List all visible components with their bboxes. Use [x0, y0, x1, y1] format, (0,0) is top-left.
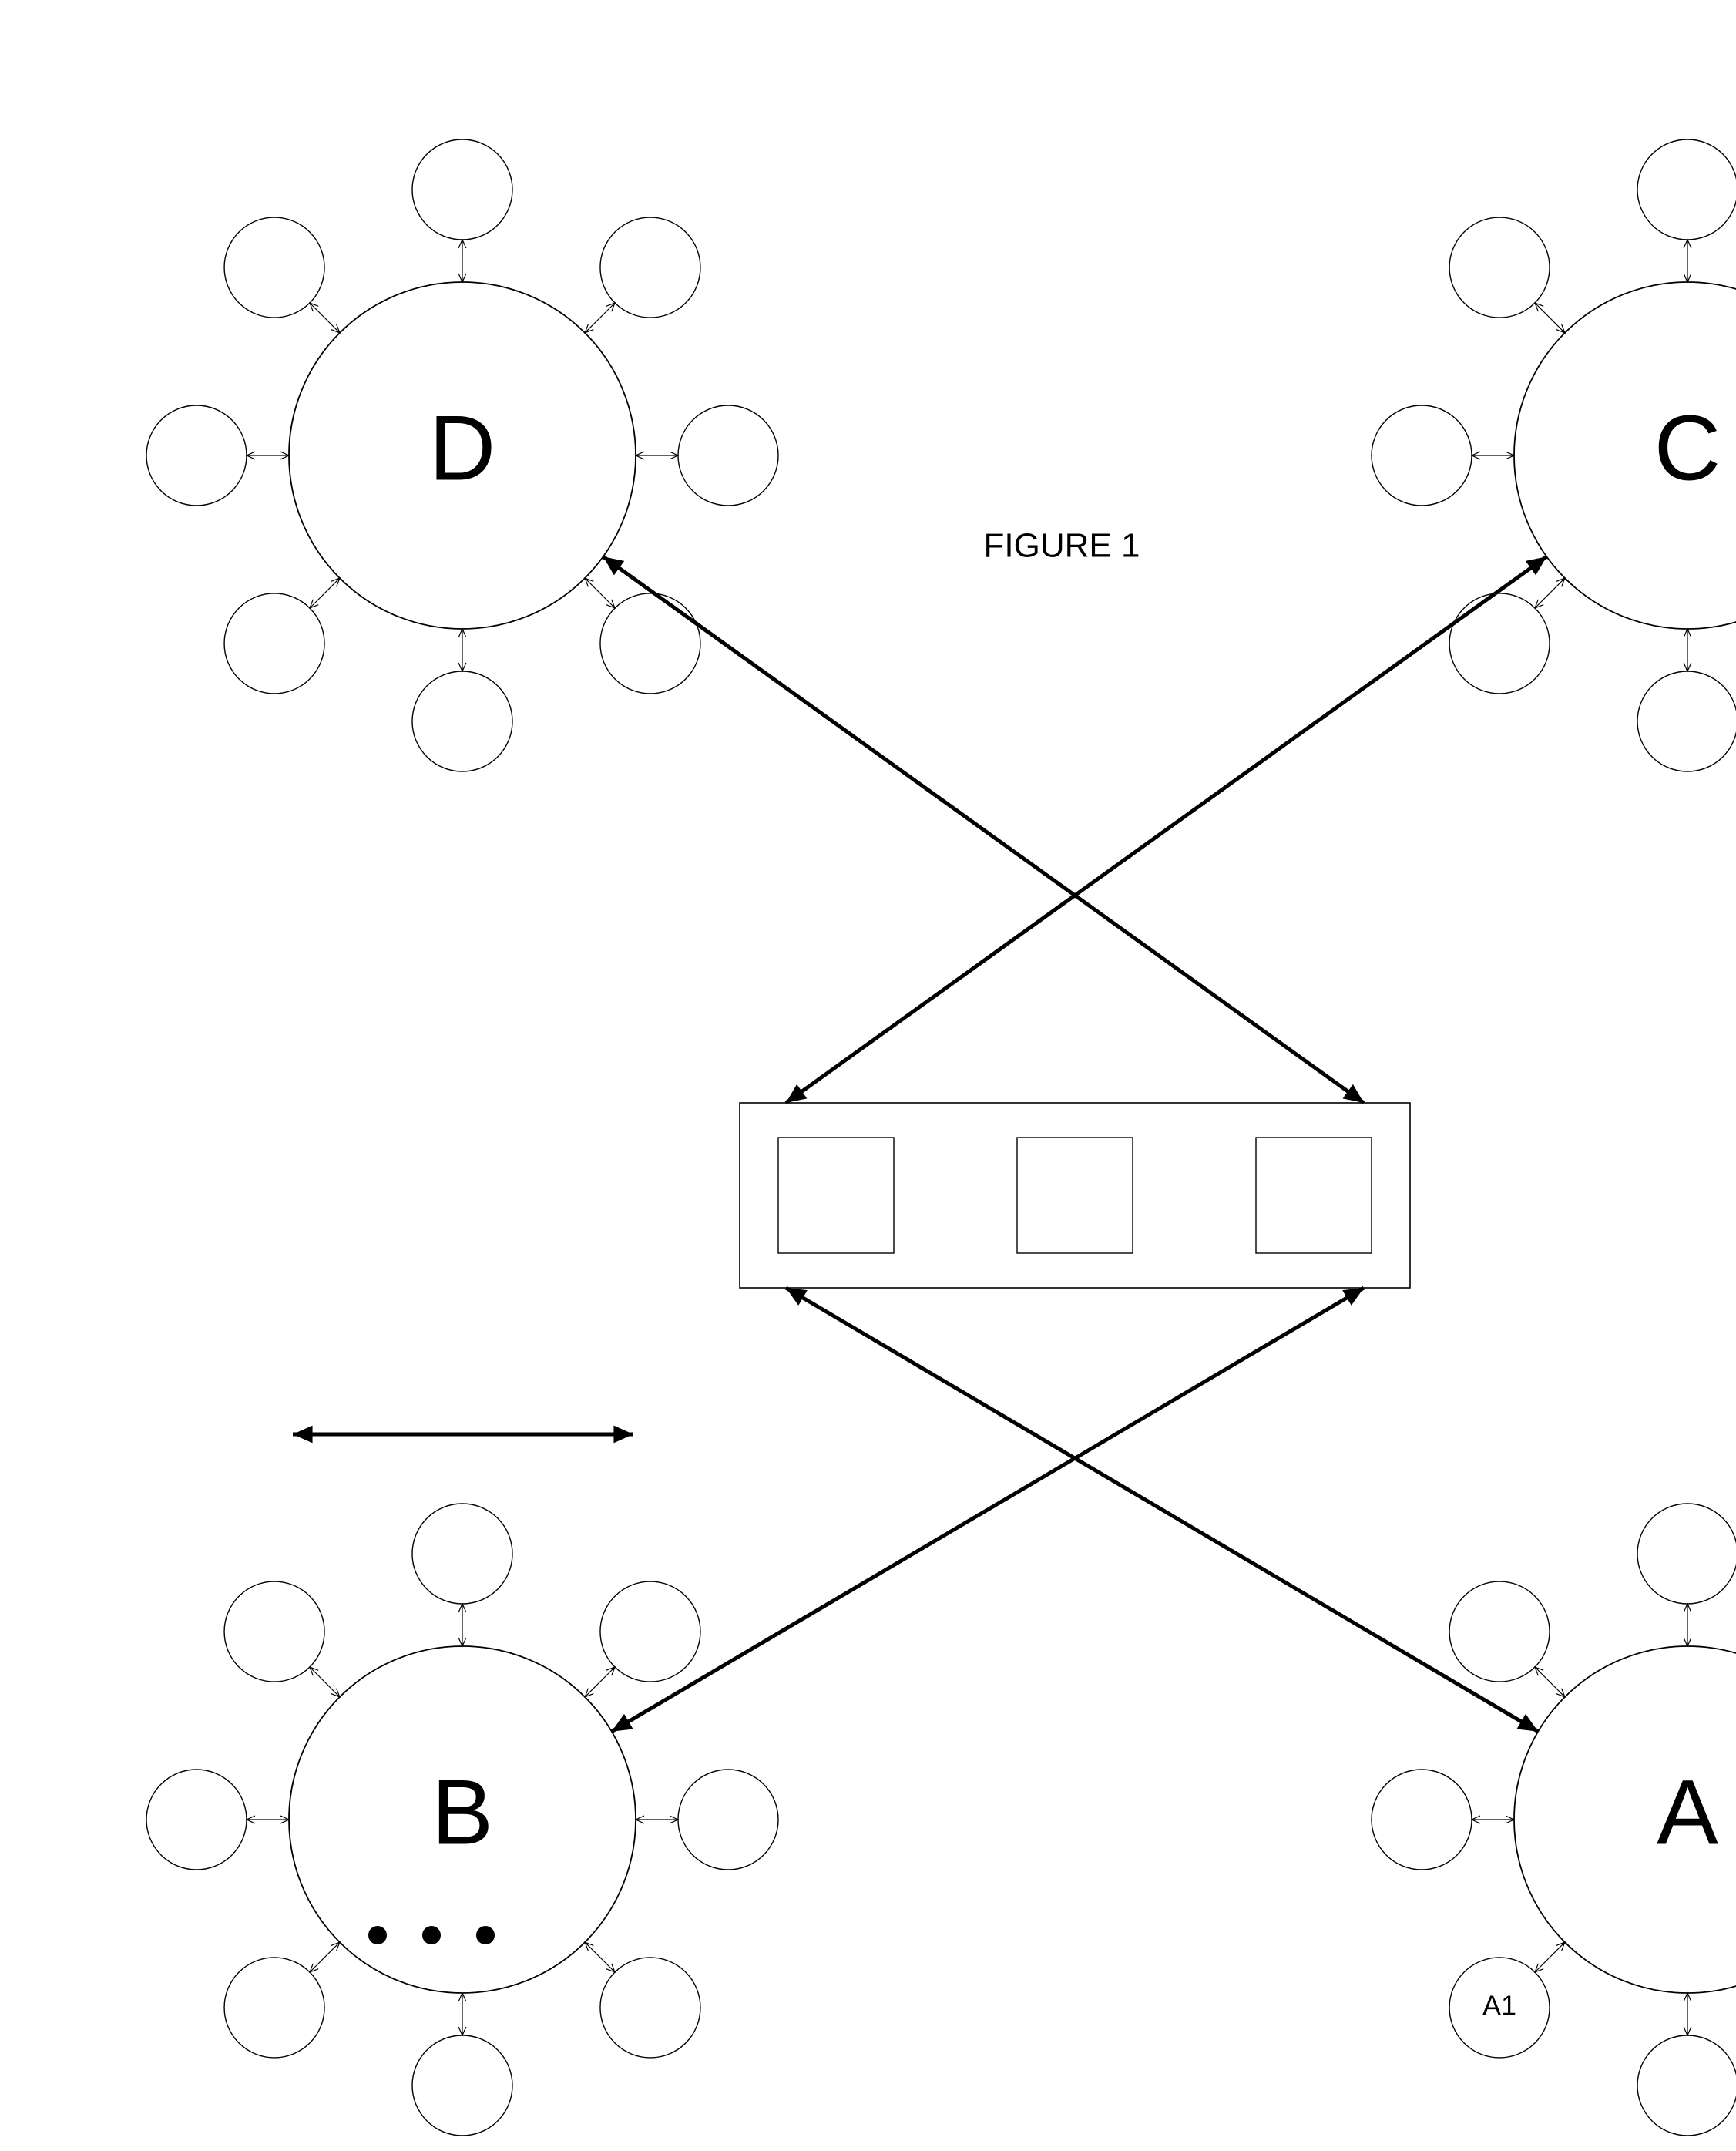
- hub-b-satellite: [678, 1770, 778, 1870]
- hub-d-satellite: [146, 405, 247, 506]
- hub-d-satellite: [678, 405, 778, 506]
- hub-b-spoke: [636, 1816, 678, 1823]
- center-block-cell-2: [1017, 1138, 1133, 1253]
- hub-c-label: C: [1654, 397, 1721, 500]
- hub-b-label: B: [431, 1761, 493, 1864]
- hub-b-satellite: [412, 2035, 512, 2136]
- hub-a-spoke: [1535, 1667, 1565, 1697]
- hub-a-spoke: [1535, 1942, 1565, 1972]
- hub-d-satellite: [412, 139, 512, 240]
- link-d-block: [603, 556, 1364, 1103]
- hub-c-spoke: [1684, 240, 1691, 282]
- hub-a-spoke: [1684, 1993, 1691, 2035]
- hub-d-spoke: [585, 303, 615, 333]
- hub-a-satellite: [1637, 1504, 1736, 1604]
- hub-b-spoke: [247, 1816, 289, 1823]
- hub-a-satellite: [1637, 2035, 1736, 2136]
- link-b-block: [612, 1288, 1364, 1732]
- hub-d-spoke: [458, 240, 466, 282]
- hub-b-spoke: [585, 1942, 615, 1972]
- hub-c-satellite: [1637, 671, 1736, 771]
- hub-d-spoke: [310, 303, 340, 333]
- hub-b-spoke: [585, 1667, 615, 1697]
- center-block: [740, 1103, 1410, 1288]
- link-c-block: [786, 556, 1546, 1103]
- hub-b-satellite: [146, 1770, 247, 1870]
- hub-b-spoke: [458, 1604, 466, 1646]
- hub-d-satellite: [412, 671, 512, 771]
- hub-b-spoke: [310, 1942, 340, 1972]
- hub-b-satellite: [412, 1504, 512, 1604]
- hub-c-spoke: [1472, 452, 1514, 459]
- ellipsis-dot-2: [422, 1926, 441, 1944]
- hub-a-label: A: [1657, 1761, 1718, 1864]
- hub-b-spoke: [310, 1667, 340, 1697]
- link-vertical-bd: [293, 1426, 633, 1444]
- hub-c-satellite: [1637, 139, 1736, 240]
- hub-a-satellite: [1372, 1770, 1472, 1870]
- hub-d-spoke: [458, 629, 466, 671]
- satellite-label-a1: A1: [1482, 1989, 1516, 2021]
- hub-d-spoke: [310, 578, 340, 608]
- hub-c-satellite: [1372, 405, 1472, 506]
- hub-a-spoke: [1684, 1604, 1691, 1646]
- hub-d-spoke: [636, 452, 678, 459]
- ellipsis-dot-3: [368, 1926, 387, 1944]
- hub-d-spoke: [585, 578, 615, 608]
- hub-c-spoke: [1684, 629, 1691, 671]
- figure-label: FIGURE 1: [984, 527, 1140, 565]
- hub-d-spoke: [247, 452, 289, 459]
- hub-b-spoke: [458, 1993, 466, 2035]
- hub-d-label: D: [429, 397, 496, 500]
- link-a-block: [786, 1288, 1538, 1732]
- center-block-cell-1: [778, 1138, 894, 1253]
- ellipsis-dot-1: [476, 1926, 495, 1944]
- hub-a-spoke: [1472, 1816, 1514, 1823]
- hub-c-spoke: [1535, 578, 1565, 608]
- hub-c-spoke: [1535, 303, 1565, 333]
- center-block-cell-3: [1256, 1138, 1372, 1253]
